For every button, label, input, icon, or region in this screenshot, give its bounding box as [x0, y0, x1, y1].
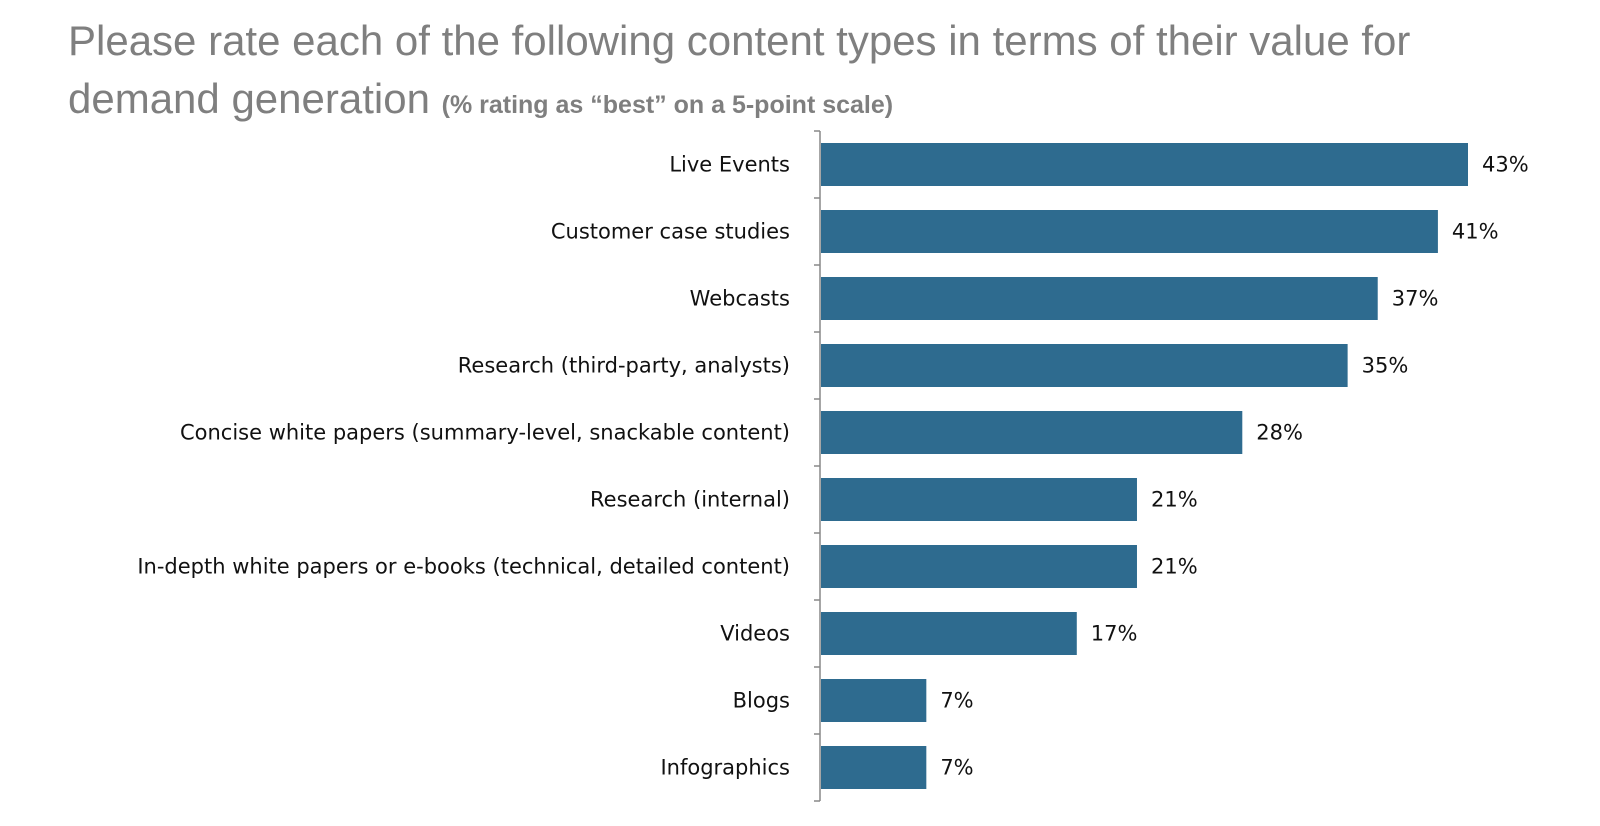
bar — [821, 478, 1137, 521]
bar — [821, 612, 1077, 655]
category-axis — [814, 130, 821, 802]
value-label: 37% — [1392, 287, 1439, 311]
value-label: 41% — [1452, 220, 1499, 244]
category-label: Concise white papers (summary-level, sna… — [180, 421, 790, 445]
chart-title: Please rate each of the following conten… — [68, 12, 1568, 134]
category-label: Research (third-party, analysts) — [458, 354, 790, 378]
value-label: 21% — [1151, 555, 1198, 579]
bar — [821, 143, 1468, 186]
bar-chart: Live Events Customer case studies Webcasts… — [137, 130, 1529, 802]
bar — [821, 344, 1348, 387]
value-labels: 43% 41% 37% 35% 28% 21% 21% 17% 7% 7% — [940, 153, 1528, 780]
category-label: Customer case studies — [551, 220, 790, 244]
chart-subtitle: (% rating as “best” on a 5-point scale) — [441, 91, 894, 119]
value-label: 43% — [1482, 153, 1529, 177]
value-label: 17% — [1091, 622, 1138, 646]
category-labels: Live Events Customer case studies Webcasts… — [137, 153, 790, 780]
bars — [821, 143, 1468, 789]
bar — [821, 746, 927, 789]
value-label: 7% — [940, 689, 973, 713]
value-label: 28% — [1256, 421, 1303, 445]
category-label: Live Events — [669, 153, 790, 177]
category-label: Webcasts — [690, 287, 790, 311]
category-label: Videos — [720, 622, 790, 646]
category-label: Infographics — [660, 756, 790, 780]
category-label: In-depth white papers or e-books (techni… — [137, 555, 790, 579]
value-label: 21% — [1151, 488, 1198, 512]
value-label: 7% — [940, 756, 973, 780]
bar — [821, 277, 1378, 320]
chart-title-main: Please rate each of the following conten… — [68, 17, 1411, 122]
bar — [821, 210, 1438, 253]
value-label: 35% — [1362, 354, 1409, 378]
bar — [821, 545, 1137, 588]
category-label: Blogs — [733, 689, 790, 713]
bar — [821, 679, 927, 722]
bar — [821, 411, 1243, 454]
category-label: Research (internal) — [590, 488, 790, 512]
